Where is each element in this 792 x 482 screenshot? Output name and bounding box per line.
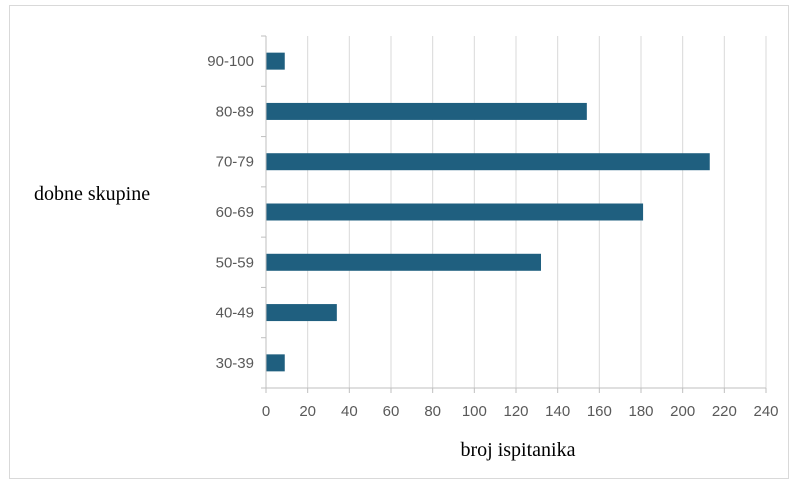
x-tick-label: 40 xyxy=(341,403,358,420)
x-tick-label: 240 xyxy=(753,403,778,420)
y-tick-label: 90-100 xyxy=(207,53,254,70)
bar-70-79 xyxy=(266,153,710,171)
x-axis-title: broj ispitanika xyxy=(461,439,576,461)
x-tick-label: 100 xyxy=(462,403,487,420)
y-tick-label: 50-59 xyxy=(216,254,254,271)
y-tick-label: 30-39 xyxy=(216,355,254,372)
x-tick-label: 160 xyxy=(587,403,612,420)
x-tick-label: 140 xyxy=(545,403,570,420)
bar-60-69 xyxy=(266,203,644,221)
y-tick-label: 70-79 xyxy=(216,154,254,171)
x-tick-label: 120 xyxy=(503,403,528,420)
bar-30-39 xyxy=(266,354,285,372)
x-tick-label: 200 xyxy=(670,403,695,420)
y-axis-title: dobne skupine xyxy=(34,183,150,205)
x-tick-label: 220 xyxy=(712,403,737,420)
y-tick-label: 60-69 xyxy=(216,204,254,221)
bar-80-89 xyxy=(266,102,587,120)
y-tick-label: 80-89 xyxy=(216,103,254,120)
x-axis: 0 20 40 60 80 100 120 140 160 180 200 220 240 xyxy=(262,387,779,420)
bar-chart: 30-39 40-49 50-59 60-69 70-79 80-89 90-100 0 20… xyxy=(34,35,779,461)
bars xyxy=(266,52,710,372)
x-tick-label: 80 xyxy=(424,403,441,420)
bar-50-59 xyxy=(266,253,541,271)
x-tick-label: 60 xyxy=(383,403,400,420)
x-tick-label: 20 xyxy=(299,403,316,420)
chart-frame: 30-39 40-49 50-59 60-69 70-79 80-89 90-100 0 20… xyxy=(9,5,789,479)
x-tick-label: 0 xyxy=(262,403,270,420)
bar-40-49 xyxy=(266,304,337,322)
bar-90-100 xyxy=(266,52,285,70)
y-tick-label: 40-49 xyxy=(216,305,254,322)
y-axis: 30-39 40-49 50-59 60-69 70-79 80-89 90-100 xyxy=(207,35,267,389)
x-tick-label: 180 xyxy=(628,403,653,420)
